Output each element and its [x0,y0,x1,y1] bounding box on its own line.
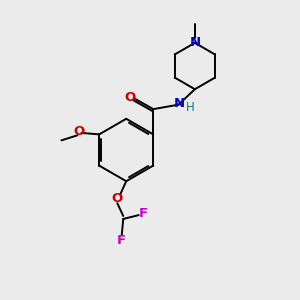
Text: O: O [74,125,85,138]
Text: O: O [112,192,123,205]
Text: N: N [173,97,185,110]
Text: H: H [185,101,194,114]
Text: F: F [139,207,148,220]
Text: F: F [117,235,126,248]
Text: N: N [189,36,200,50]
Text: O: O [125,91,136,104]
